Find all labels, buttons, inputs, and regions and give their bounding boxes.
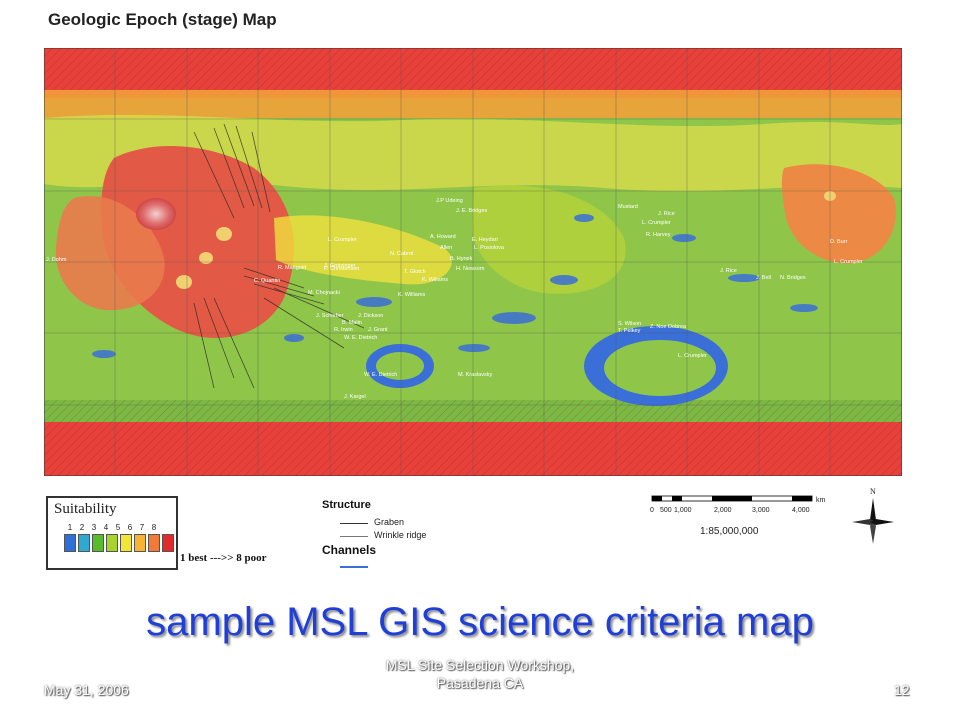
suitability-swatch-6 bbox=[134, 534, 146, 552]
site-label: J. Schieber bbox=[316, 313, 344, 319]
graben-legend-label: Graben bbox=[374, 517, 405, 527]
level-label: 3 bbox=[91, 523, 97, 532]
site-label: R. Mangold bbox=[278, 265, 306, 271]
suitability-swatch-3 bbox=[92, 534, 104, 552]
site-label: L. Crumpler bbox=[328, 237, 357, 243]
wrinkle-ridge-legend-label: Wrinkle ridge bbox=[374, 530, 427, 540]
suitability-swatch-7 bbox=[148, 534, 160, 552]
site-label: R. Harvey bbox=[646, 232, 671, 238]
site-label: K. Williams bbox=[398, 292, 425, 298]
scale-tick: 2,000 bbox=[714, 507, 732, 514]
landing-site-labels: J.P Udeing J. E. Bridges L. Crumpler A. How… bbox=[46, 198, 863, 400]
site-label: Z. Noe Dobrea bbox=[650, 324, 687, 330]
site-label: P. Christensen bbox=[324, 266, 359, 272]
hellas-basin-floor bbox=[604, 340, 716, 396]
site-label: J. Bell bbox=[756, 275, 771, 281]
graben-lines bbox=[193, 123, 365, 389]
channels-title: Channels bbox=[322, 543, 377, 557]
footer-date: May 31, 2006 bbox=[44, 682, 129, 698]
geologic-map: J.P Udeing J. E. Bridges L. Crumpler A. How… bbox=[44, 48, 902, 476]
suitability-swatch-1 bbox=[64, 534, 76, 552]
footer-event: MSL Site Selection Workshop, Pasadena CA bbox=[330, 656, 630, 692]
site-label: K. Wiliams bbox=[422, 277, 448, 283]
suitability-swatch-2 bbox=[78, 534, 90, 552]
suitability-swatch-5 bbox=[120, 534, 132, 552]
site-label: T. Pelkey bbox=[618, 328, 641, 334]
footer-event-line1: MSL Site Selection Workshop, bbox=[385, 657, 575, 673]
suitability-title: Suitability bbox=[54, 501, 117, 517]
level-label: 1 bbox=[67, 523, 73, 532]
site-label: J. Dickson bbox=[358, 313, 383, 319]
site-label: D. Burr bbox=[830, 239, 848, 245]
site-label: C. Quantin bbox=[254, 278, 280, 284]
scale-tick: 3,000 bbox=[752, 507, 770, 514]
level-label: 4 bbox=[103, 523, 109, 532]
ascraeus-mons bbox=[216, 227, 232, 241]
compass-north-label: N bbox=[870, 487, 876, 496]
north-arrow-compass: N bbox=[852, 487, 894, 544]
site-label: J. Grotzinger bbox=[324, 263, 356, 269]
suitability-range-note: 1 best --->> 8 poor bbox=[180, 552, 267, 564]
level-label: 8 bbox=[151, 523, 157, 532]
site-label: S. Wilson bbox=[618, 321, 641, 327]
level-label: 5 bbox=[115, 523, 121, 532]
scale-tick: 500 bbox=[660, 507, 672, 514]
site-label: T. Glotch bbox=[404, 269, 426, 275]
map-grid bbox=[44, 48, 902, 476]
scale-tick: 4,000 bbox=[792, 507, 810, 514]
scale-unit: km bbox=[816, 497, 826, 504]
suitability-swatch-8 bbox=[162, 534, 174, 552]
site-label: J.P Udeing bbox=[436, 198, 463, 204]
site-label: Mustard bbox=[618, 204, 638, 210]
scale-ratio: 1:85,000,000 bbox=[700, 526, 759, 537]
site-label: L. Posiolova bbox=[474, 245, 505, 251]
channel-features bbox=[92, 214, 818, 358]
structure-title: Structure bbox=[322, 499, 371, 511]
site-label: J. Dohm bbox=[46, 257, 67, 263]
graben-legend-line bbox=[340, 523, 368, 524]
footer-page-number: 12 bbox=[894, 682, 910, 698]
site-label: Allen bbox=[440, 245, 452, 251]
channels-legend-line bbox=[340, 566, 368, 568]
site-label: B. Malin bbox=[342, 320, 362, 326]
site-label: N. Bridges bbox=[780, 275, 806, 281]
level-label: 7 bbox=[139, 523, 145, 532]
scale-tick: 0 bbox=[650, 507, 654, 514]
site-label: A. Howard bbox=[430, 234, 456, 240]
site-label: B. Hynek bbox=[450, 256, 473, 262]
valles-region bbox=[274, 215, 452, 285]
suitability-swatch-4 bbox=[106, 534, 118, 552]
site-label: E. Heydari bbox=[472, 237, 498, 243]
scale-tick: 1,000 bbox=[674, 507, 692, 514]
elysium-region bbox=[781, 164, 896, 264]
level-label: 6 bbox=[127, 523, 133, 532]
arsia-mons bbox=[176, 275, 192, 289]
site-label: L. Crumpler bbox=[834, 259, 863, 265]
suitability-swatches bbox=[64, 534, 176, 552]
site-label: J. E. Bridges bbox=[456, 208, 487, 214]
site-label: H. Newsom bbox=[456, 266, 485, 272]
wrinkle-ridge-legend-line bbox=[340, 536, 368, 537]
site-label: M. Chojnacki bbox=[308, 290, 340, 296]
pavonis-mons bbox=[199, 252, 213, 264]
site-label: R. Irwin bbox=[334, 327, 353, 333]
map-title: Geologic Epoch (stage) Map bbox=[48, 10, 277, 29]
site-label: L. Crumpler bbox=[678, 353, 707, 359]
site-label: J. Rice bbox=[658, 211, 675, 217]
site-label: J. Rice bbox=[720, 268, 737, 274]
slide-headline: sample MSL GIS science criteria map bbox=[146, 600, 814, 644]
level-label: 2 bbox=[79, 523, 85, 532]
site-label: J. Kargel bbox=[344, 394, 366, 400]
site-label: W. E. Dietrich bbox=[344, 335, 377, 341]
site-label: N. Cabrol bbox=[390, 251, 413, 257]
footer-event-line2: Pasadena CA bbox=[436, 675, 524, 691]
site-label: W. E. Dietrich bbox=[364, 372, 397, 378]
site-label: M. Kraslavsky bbox=[458, 372, 492, 378]
site-label: J. Grant bbox=[368, 327, 388, 333]
olympus-mons bbox=[136, 198, 176, 230]
site-label: L. Crumpler bbox=[642, 220, 671, 226]
scale-bar: km 0 500 1,000 2,000 3,000 4,000 bbox=[650, 495, 826, 514]
